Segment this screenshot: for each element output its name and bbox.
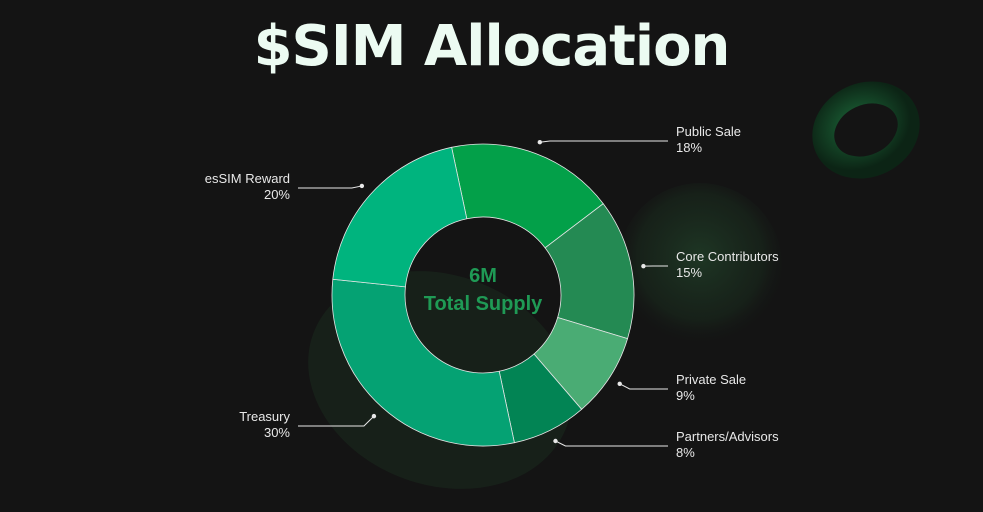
slice-essim-reward bbox=[332, 146, 468, 288]
leader-line bbox=[298, 415, 375, 427]
slice-public-sale bbox=[451, 143, 604, 249]
slice-label: Public Sale bbox=[676, 124, 741, 139]
decorative-sphere bbox=[618, 183, 782, 347]
leader-dot bbox=[553, 438, 558, 444]
leader-line bbox=[298, 185, 362, 189]
leader-line bbox=[619, 383, 668, 390]
center-label: Total Supply bbox=[424, 293, 543, 315]
leader-dot bbox=[617, 381, 622, 386]
slice-percent: 30% bbox=[264, 425, 290, 440]
slice-label: Core Contributors bbox=[676, 249, 779, 264]
slice-percent: 8% bbox=[676, 445, 695, 460]
slice-percent: 9% bbox=[676, 388, 695, 403]
decorative-torus bbox=[812, 81, 920, 179]
slice-label: esSIM Reward bbox=[205, 171, 290, 186]
donut-slices bbox=[331, 143, 635, 447]
leader-line bbox=[555, 440, 668, 447]
center-value: 6M bbox=[469, 265, 497, 287]
slice-label: Partners/Advisors bbox=[676, 429, 779, 444]
chart-title: $SIM Allocation bbox=[253, 14, 731, 79]
slice-treasury bbox=[331, 278, 515, 447]
donut-center: 6M Total Supply bbox=[424, 265, 543, 315]
slice-percent: 15% bbox=[676, 265, 702, 280]
slice-percent: 20% bbox=[264, 187, 290, 202]
leader-line bbox=[539, 140, 668, 143]
slice-label: Treasury bbox=[239, 409, 290, 424]
slice-percent: 18% bbox=[676, 140, 702, 155]
slice-label: Private Sale bbox=[676, 372, 746, 387]
